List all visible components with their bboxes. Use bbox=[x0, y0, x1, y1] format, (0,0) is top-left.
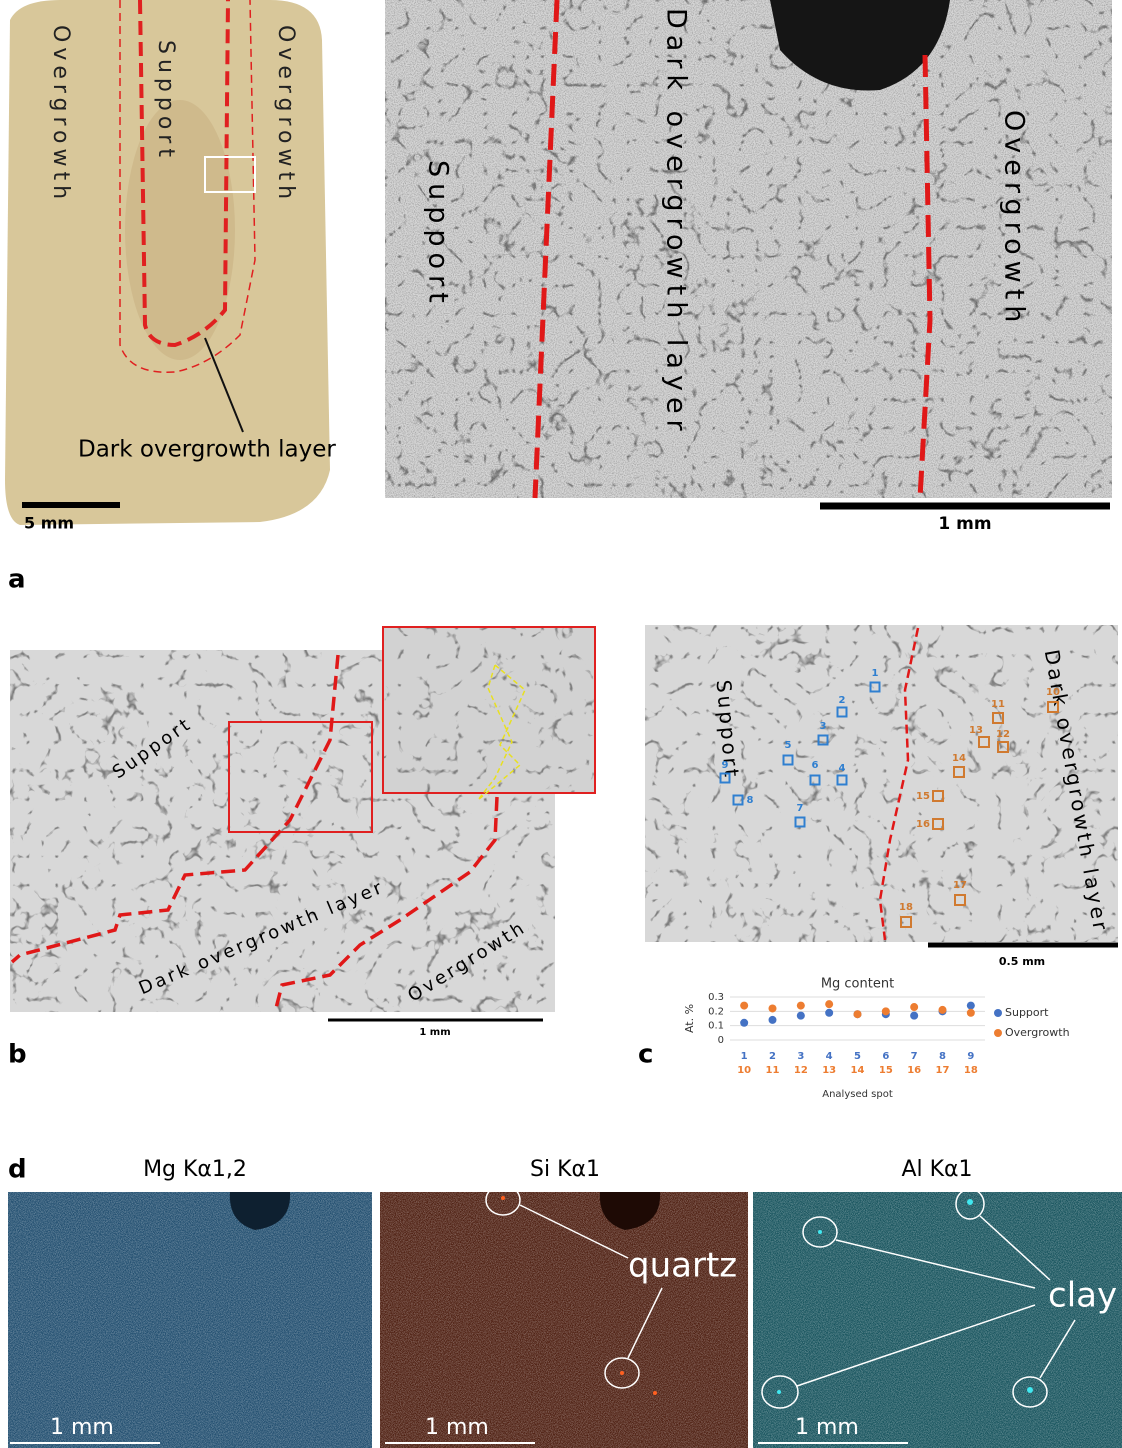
spot-label: 4 bbox=[839, 763, 846, 774]
spot-label: 18 bbox=[899, 902, 913, 913]
spot-label: 14 bbox=[952, 753, 966, 764]
region-label: Overgrowth bbox=[273, 25, 298, 204]
legend-marker bbox=[994, 1029, 1002, 1037]
x-tick-label: 12 bbox=[794, 1065, 808, 1076]
x-tick-label: 4 bbox=[826, 1051, 833, 1062]
marker bbox=[797, 1012, 805, 1020]
marker bbox=[769, 1016, 777, 1024]
map-title: Mg Kα1,2 bbox=[143, 1157, 247, 1182]
x-axis-label: Analysed spot bbox=[822, 1089, 893, 1100]
scale-label: 1 mm bbox=[425, 1415, 489, 1440]
marker bbox=[740, 1019, 748, 1027]
spot-label: 2 bbox=[839, 695, 846, 706]
spot-label: 1 bbox=[872, 668, 879, 679]
spot-label: 12 bbox=[996, 729, 1010, 740]
marker bbox=[825, 1009, 833, 1017]
map-title: Si Kα1 bbox=[530, 1157, 600, 1182]
scale-label: 1 mm bbox=[938, 514, 991, 534]
marker bbox=[967, 1002, 975, 1010]
marker bbox=[825, 1000, 833, 1008]
marker bbox=[939, 1006, 947, 1014]
x-tick-label: 17 bbox=[936, 1065, 950, 1076]
panel-label: d bbox=[8, 1155, 27, 1185]
y-tick-label: 0 bbox=[718, 1035, 724, 1046]
marker bbox=[967, 1009, 975, 1017]
spot-label: 17 bbox=[953, 880, 967, 891]
x-tick-label: 5 bbox=[854, 1051, 861, 1062]
marker bbox=[740, 1002, 748, 1010]
spot-label: 5 bbox=[785, 740, 792, 751]
marker bbox=[797, 1002, 805, 1010]
inset-texture bbox=[384, 628, 594, 792]
x-tick-label: 10 bbox=[737, 1065, 751, 1076]
marker bbox=[910, 1012, 918, 1020]
spot-label: 6 bbox=[812, 760, 819, 771]
figure: a b c d Overgrowth Support Overgrowth Dark over… bbox=[0, 0, 1122, 1448]
x-tick-label: 2 bbox=[769, 1051, 776, 1062]
region-label: Support bbox=[423, 160, 454, 309]
x-tick-label: 6 bbox=[882, 1051, 889, 1062]
legend-label: Overgrowth bbox=[1005, 1026, 1070, 1039]
spot-label: 13 bbox=[969, 725, 983, 736]
map-title: Al Kα1 bbox=[901, 1157, 972, 1182]
x-tick-label: 13 bbox=[822, 1065, 836, 1076]
spot-label: 10 bbox=[1046, 687, 1060, 698]
region-label: Dark overgrowth layer bbox=[661, 8, 692, 437]
scale-label: 1 mm bbox=[419, 1027, 450, 1038]
spot-label: 3 bbox=[820, 721, 827, 732]
x-tick-label: 3 bbox=[797, 1051, 804, 1062]
x-tick-label: 9 bbox=[967, 1051, 974, 1062]
marker bbox=[910, 1003, 918, 1011]
x-tick-label: 16 bbox=[907, 1065, 921, 1076]
spot-label: 11 bbox=[991, 699, 1005, 710]
annotation: Dark overgrowth layer bbox=[78, 437, 336, 463]
scale-label: 1 mm bbox=[50, 1415, 114, 1440]
map-noise bbox=[8, 1192, 1122, 1448]
marker bbox=[769, 1004, 777, 1012]
region-label: Overgrowth bbox=[999, 110, 1030, 328]
spot-label: 16 bbox=[916, 819, 930, 830]
region-label: Support bbox=[153, 40, 178, 162]
x-tick-label: 18 bbox=[964, 1065, 978, 1076]
spot-label: 9 bbox=[722, 760, 729, 771]
legend-marker bbox=[994, 1009, 1002, 1017]
region-label: Overgrowth bbox=[48, 25, 73, 204]
x-tick-label: 1 bbox=[741, 1051, 748, 1062]
x-tick-label: 15 bbox=[879, 1065, 893, 1076]
x-tick-label: 7 bbox=[911, 1051, 918, 1062]
y-tick-label: 0.1 bbox=[708, 1021, 724, 1032]
panel-label: a bbox=[8, 565, 26, 595]
legend-label: Support bbox=[1005, 1006, 1049, 1019]
scale-label: 5 mm bbox=[24, 514, 74, 533]
panel-label: c bbox=[638, 1040, 653, 1070]
chart-title: Mg content bbox=[821, 977, 894, 992]
panel-label: b bbox=[8, 1040, 27, 1070]
y-tick-label: 0.3 bbox=[708, 992, 724, 1003]
marker bbox=[882, 1007, 890, 1015]
x-tick-label: 11 bbox=[766, 1065, 780, 1076]
y-axis-label: At. % bbox=[683, 1004, 696, 1033]
x-tick-label: 14 bbox=[851, 1065, 865, 1076]
marker bbox=[854, 1010, 862, 1018]
y-tick-label: 0.2 bbox=[708, 1006, 724, 1017]
annotation: quartz bbox=[628, 1246, 737, 1286]
x-tick-label: 8 bbox=[939, 1051, 946, 1062]
spot-label: 7 bbox=[797, 803, 804, 814]
spot-label: 15 bbox=[916, 791, 930, 802]
spot-label: 8 bbox=[747, 795, 754, 806]
scale-label: 1 mm bbox=[795, 1415, 859, 1440]
annotation: clay bbox=[1048, 1276, 1117, 1316]
scale-label: 0.5 mm bbox=[999, 955, 1045, 968]
